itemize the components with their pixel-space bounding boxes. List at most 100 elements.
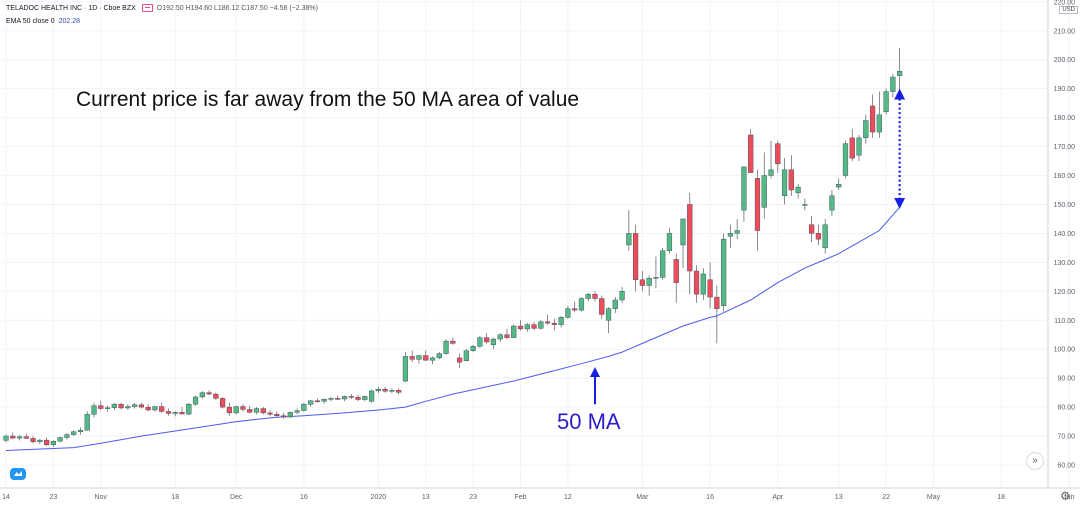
candle [754,169,761,251]
candle-body [714,296,720,309]
candle [355,394,361,402]
candle [545,314,551,325]
y-tick-label: 160.00 [1054,173,1076,180]
candle-body [653,277,659,279]
candle [802,198,808,211]
x-tick-label: 13 [835,494,843,501]
candle [822,218,828,254]
candle [592,291,598,302]
candle-body [849,137,855,159]
candle [104,405,111,412]
candle [795,184,801,199]
candle [314,398,321,403]
candle-body [748,134,754,173]
candle [375,386,381,394]
candle-body [50,441,56,445]
candle [572,301,578,313]
candle [721,233,727,312]
candle [883,88,889,115]
candle [37,438,43,445]
candle-body [511,325,517,338]
candle-body [308,400,314,405]
candle [666,227,673,254]
candle-body [71,431,77,435]
ema50-line [5,206,900,451]
candle [3,434,9,443]
candle [111,402,117,410]
hide-eye-icon[interactable] [141,4,153,12]
candle-body [578,298,585,311]
candle [199,391,205,399]
candle-body [362,396,368,400]
candle-body [565,308,571,318]
candle-body [159,406,165,412]
x-tick-label: 12 [564,494,572,501]
candle [849,129,855,162]
candle-body [822,224,828,249]
candle-body [450,340,456,344]
currency-label[interactable]: USD [1059,6,1078,14]
candle-body [192,396,199,405]
candle-body [781,169,788,196]
candle [186,402,192,416]
candle-body [829,195,835,211]
candle-body [646,278,652,286]
candle [64,433,70,440]
candle [260,407,266,415]
candle [280,412,287,419]
x-tick-label: 2020 [371,494,387,501]
candle [98,401,104,410]
x-tick-label: 13 [422,494,430,501]
candle [585,292,591,302]
settings-gear-icon[interactable]: ⚙ [1060,489,1071,503]
y-tick-label: 110.00 [1054,318,1075,325]
candle-body [10,435,16,439]
x-tick-label: 18 [997,494,1005,501]
candle [700,268,706,300]
candle [368,389,375,403]
candle-body [321,399,327,402]
candle [206,390,212,395]
candle [118,402,124,410]
candle [693,265,700,303]
candle [660,247,666,280]
candle [897,48,903,96]
candle [551,318,557,331]
tradingview-logo-icon[interactable] [10,468,26,480]
candle [646,275,652,296]
candle [44,437,50,447]
candle [328,396,334,402]
candle-body [856,137,862,156]
y-tick-label: 190.00 [1054,86,1076,93]
candle-body [84,414,90,431]
y-tick-label: 140.00 [1054,231,1076,238]
candle [50,440,56,448]
candle [768,140,774,179]
candle [876,91,882,138]
annotation-headline: Current price is far away from the 50 MA… [76,88,580,111]
candle [396,388,402,395]
candle [321,398,327,404]
candle-body [335,398,341,400]
candle-body [287,412,293,418]
candle [869,94,876,138]
indicator-legend[interactable]: EMA 50 close 0 202.28 [6,18,80,25]
candle-body [531,324,537,329]
candle [538,320,544,330]
candle [84,411,90,431]
candle [687,192,693,295]
candle-body [551,322,557,325]
candle [463,349,469,362]
scroll-right-icon[interactable]: » [1026,452,1044,470]
candle [402,352,409,383]
candle [348,394,354,399]
x-tick-label: May [927,494,941,501]
candle [138,402,145,409]
candle [890,74,896,98]
candle-body [355,397,361,400]
candle [531,321,537,331]
candle-body [280,415,287,418]
candle [10,432,16,439]
candle-body [104,407,111,409]
